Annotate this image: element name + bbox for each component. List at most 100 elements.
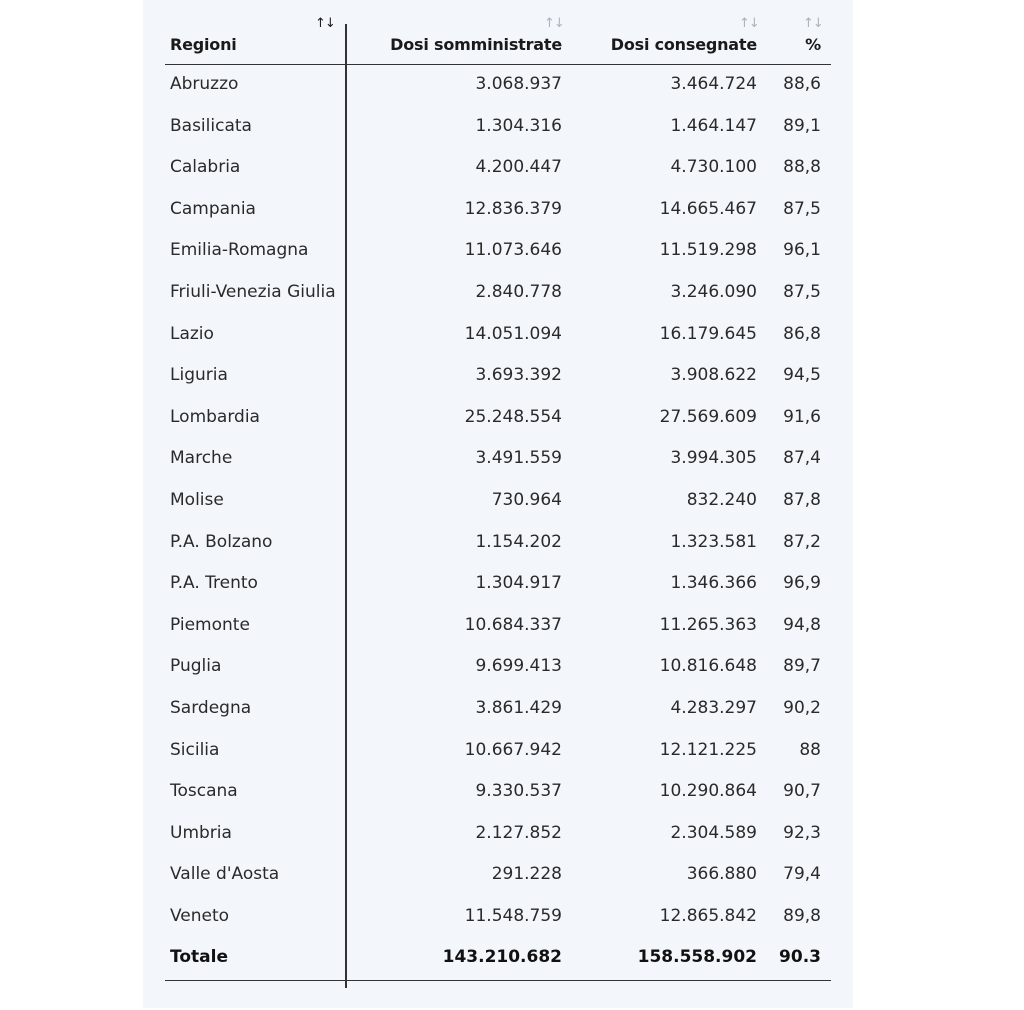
cell-percent: 94,5 <box>783 365 821 386</box>
cell-region: Abruzzo <box>170 74 239 94</box>
cell-administered: 10.667.942 <box>464 739 562 760</box>
column-divider <box>345 24 347 988</box>
cell-region: Toscana <box>170 781 238 802</box>
cell-delivered: 12.121.225 <box>659 739 757 760</box>
cell-percent: 87,5 <box>783 198 821 219</box>
table-row: Toscana 9.330.537 10.290.864 90,7 <box>165 772 831 814</box>
cell-delivered: 14.665.467 <box>659 198 757 219</box>
cell-region: Campania <box>170 198 256 219</box>
table-row: Piemonte 10.684.337 11.265.363 94,8 <box>165 606 831 648</box>
cell-administered: 1.304.917 <box>475 573 562 594</box>
column-header-percent[interactable]: % <box>805 35 821 54</box>
cell-delivered: 27.569.609 <box>659 406 757 427</box>
sort-arrows-icon-delivered[interactable]: ↑↓ <box>739 16 760 31</box>
cell-delivered: 1.464.147 <box>670 115 757 136</box>
cell-region: Lazio <box>170 323 214 344</box>
sort-arrows-icon-administered[interactable]: ↑↓ <box>544 16 565 31</box>
cell-region: Friuli-Venezia Giulia <box>170 281 336 302</box>
table-row: Valle d'Aosta 291.228 366.880 79,4 <box>165 855 831 897</box>
cell-region: Valle d'Aosta <box>170 864 280 885</box>
cell-delivered: 832.240 <box>686 489 757 510</box>
cell-administered: 12.836.379 <box>464 198 562 219</box>
cell-region: P.A. Trento <box>170 573 258 594</box>
cell-administered: 3.693.392 <box>475 365 562 386</box>
cell-administered: 10.684.337 <box>464 614 562 635</box>
cell-percent: 90,7 <box>783 781 821 802</box>
table-header: ↑↓ Regioni ↑↓ Dosi somministrate ↑↓ Dosi… <box>165 12 831 65</box>
cell-administered: 143.210.682 <box>442 947 562 968</box>
cell-delivered: 3.994.305 <box>670 448 757 469</box>
cell-percent: 92,3 <box>783 822 821 843</box>
cell-delivered: 366.880 <box>686 864 757 885</box>
cell-region: Totale <box>170 947 228 968</box>
cell-delivered: 10.290.864 <box>659 781 757 802</box>
table-row: Calabria 4.200.447 4.730.100 88,8 <box>165 148 831 190</box>
cell-delivered: 1.346.366 <box>670 573 757 594</box>
cell-delivered: 1.323.581 <box>670 531 757 552</box>
cell-administered: 291.228 <box>491 864 562 885</box>
cell-region: Basilicata <box>170 115 252 136</box>
cell-delivered: 10.816.648 <box>659 656 757 677</box>
cell-percent: 87,8 <box>783 489 821 510</box>
cell-delivered: 4.283.297 <box>670 697 757 718</box>
cell-region: Calabria <box>170 157 241 178</box>
sort-arrows-icon-region[interactable]: ↑↓ <box>315 16 336 31</box>
cell-region: Molise <box>170 489 224 510</box>
cell-administered: 11.073.646 <box>464 240 562 261</box>
cell-region: Veneto <box>170 905 230 926</box>
table-row: Friuli-Venezia Giulia 2.840.778 3.246.090 8… <box>165 273 831 315</box>
cell-delivered: 16.179.645 <box>659 323 757 344</box>
column-header-region[interactable]: Regioni <box>170 35 237 54</box>
table-row: Sardegna 3.861.429 4.283.297 90,2 <box>165 689 831 731</box>
table-row: Abruzzo 3.068.937 3.464.724 88,6 <box>165 65 831 107</box>
cell-percent: 88 <box>799 739 821 760</box>
table-row: Basilicata 1.304.316 1.464.147 89,1 <box>165 107 831 149</box>
cell-administered: 14.051.094 <box>464 323 562 344</box>
cell-delivered: 12.865.842 <box>659 905 757 926</box>
table-row: Puglia 9.699.413 10.816.648 89,7 <box>165 647 831 689</box>
table-row: Liguria 3.693.392 3.908.622 94,5 <box>165 356 831 398</box>
table-row: P.A. Trento 1.304.917 1.346.366 96,9 <box>165 564 831 606</box>
cell-administered: 730.964 <box>491 489 562 510</box>
cell-administered: 4.200.447 <box>475 157 562 178</box>
cell-percent: 88,8 <box>783 157 821 178</box>
cell-administered: 9.330.537 <box>475 781 562 802</box>
cell-region: Marche <box>170 448 233 469</box>
cell-region: Liguria <box>170 365 228 386</box>
table-row: Sicilia 10.667.942 12.121.225 88 <box>165 731 831 773</box>
cell-administered: 2.840.778 <box>475 281 562 302</box>
column-header-administered[interactable]: Dosi somministrate <box>390 35 562 54</box>
cell-percent: 90,2 <box>783 697 821 718</box>
cell-delivered: 3.246.090 <box>670 281 757 302</box>
cell-administered: 1.304.316 <box>475 115 562 136</box>
table-row: Veneto 11.548.759 12.865.842 89,8 <box>165 897 831 939</box>
cell-percent: 88,6 <box>783 74 821 94</box>
sort-arrows-icon-percent[interactable]: ↑↓ <box>803 16 824 31</box>
cell-region: Emilia-Romagna <box>170 240 309 261</box>
cell-delivered: 11.265.363 <box>659 614 757 635</box>
table-row: Campania 12.836.379 14.665.467 87,5 <box>165 190 831 232</box>
cell-region: Umbria <box>170 822 232 843</box>
table-row: Emilia-Romagna 11.073.646 11.519.298 96,1 <box>165 231 831 273</box>
cell-region: Puglia <box>170 656 222 677</box>
cell-administered: 3.861.429 <box>475 697 562 718</box>
cell-administered: 11.548.759 <box>464 905 562 926</box>
column-header-delivered[interactable]: Dosi consegnate <box>610 35 757 54</box>
table-row: Molise 730.964 832.240 87,8 <box>165 481 831 523</box>
cell-delivered: 158.558.902 <box>637 947 757 968</box>
cell-administered: 3.491.559 <box>475 448 562 469</box>
cell-administered: 9.699.413 <box>475 656 562 677</box>
cell-percent: 87,4 <box>783 448 821 469</box>
cell-percent: 89,1 <box>783 115 821 136</box>
cell-percent: 96,9 <box>783 573 821 594</box>
cell-administered: 25.248.554 <box>464 406 562 427</box>
cell-delivered: 2.304.589 <box>670 822 757 843</box>
cell-percent: 91,6 <box>783 406 821 427</box>
cell-percent: 89,8 <box>783 905 821 926</box>
table-total-row: Totale 143.210.682 158.558.902 90.3 <box>165 938 831 982</box>
cell-region: P.A. Bolzano <box>170 531 273 552</box>
table-row: Umbria 2.127.852 2.304.589 92,3 <box>165 814 831 856</box>
vaccine-doses-table: ↑↓ Regioni ↑↓ Dosi somministrate ↑↓ Dosi… <box>165 12 831 988</box>
table-row: P.A. Bolzano 1.154.202 1.323.581 87,2 <box>165 523 831 565</box>
cell-region: Sicilia <box>170 739 220 760</box>
